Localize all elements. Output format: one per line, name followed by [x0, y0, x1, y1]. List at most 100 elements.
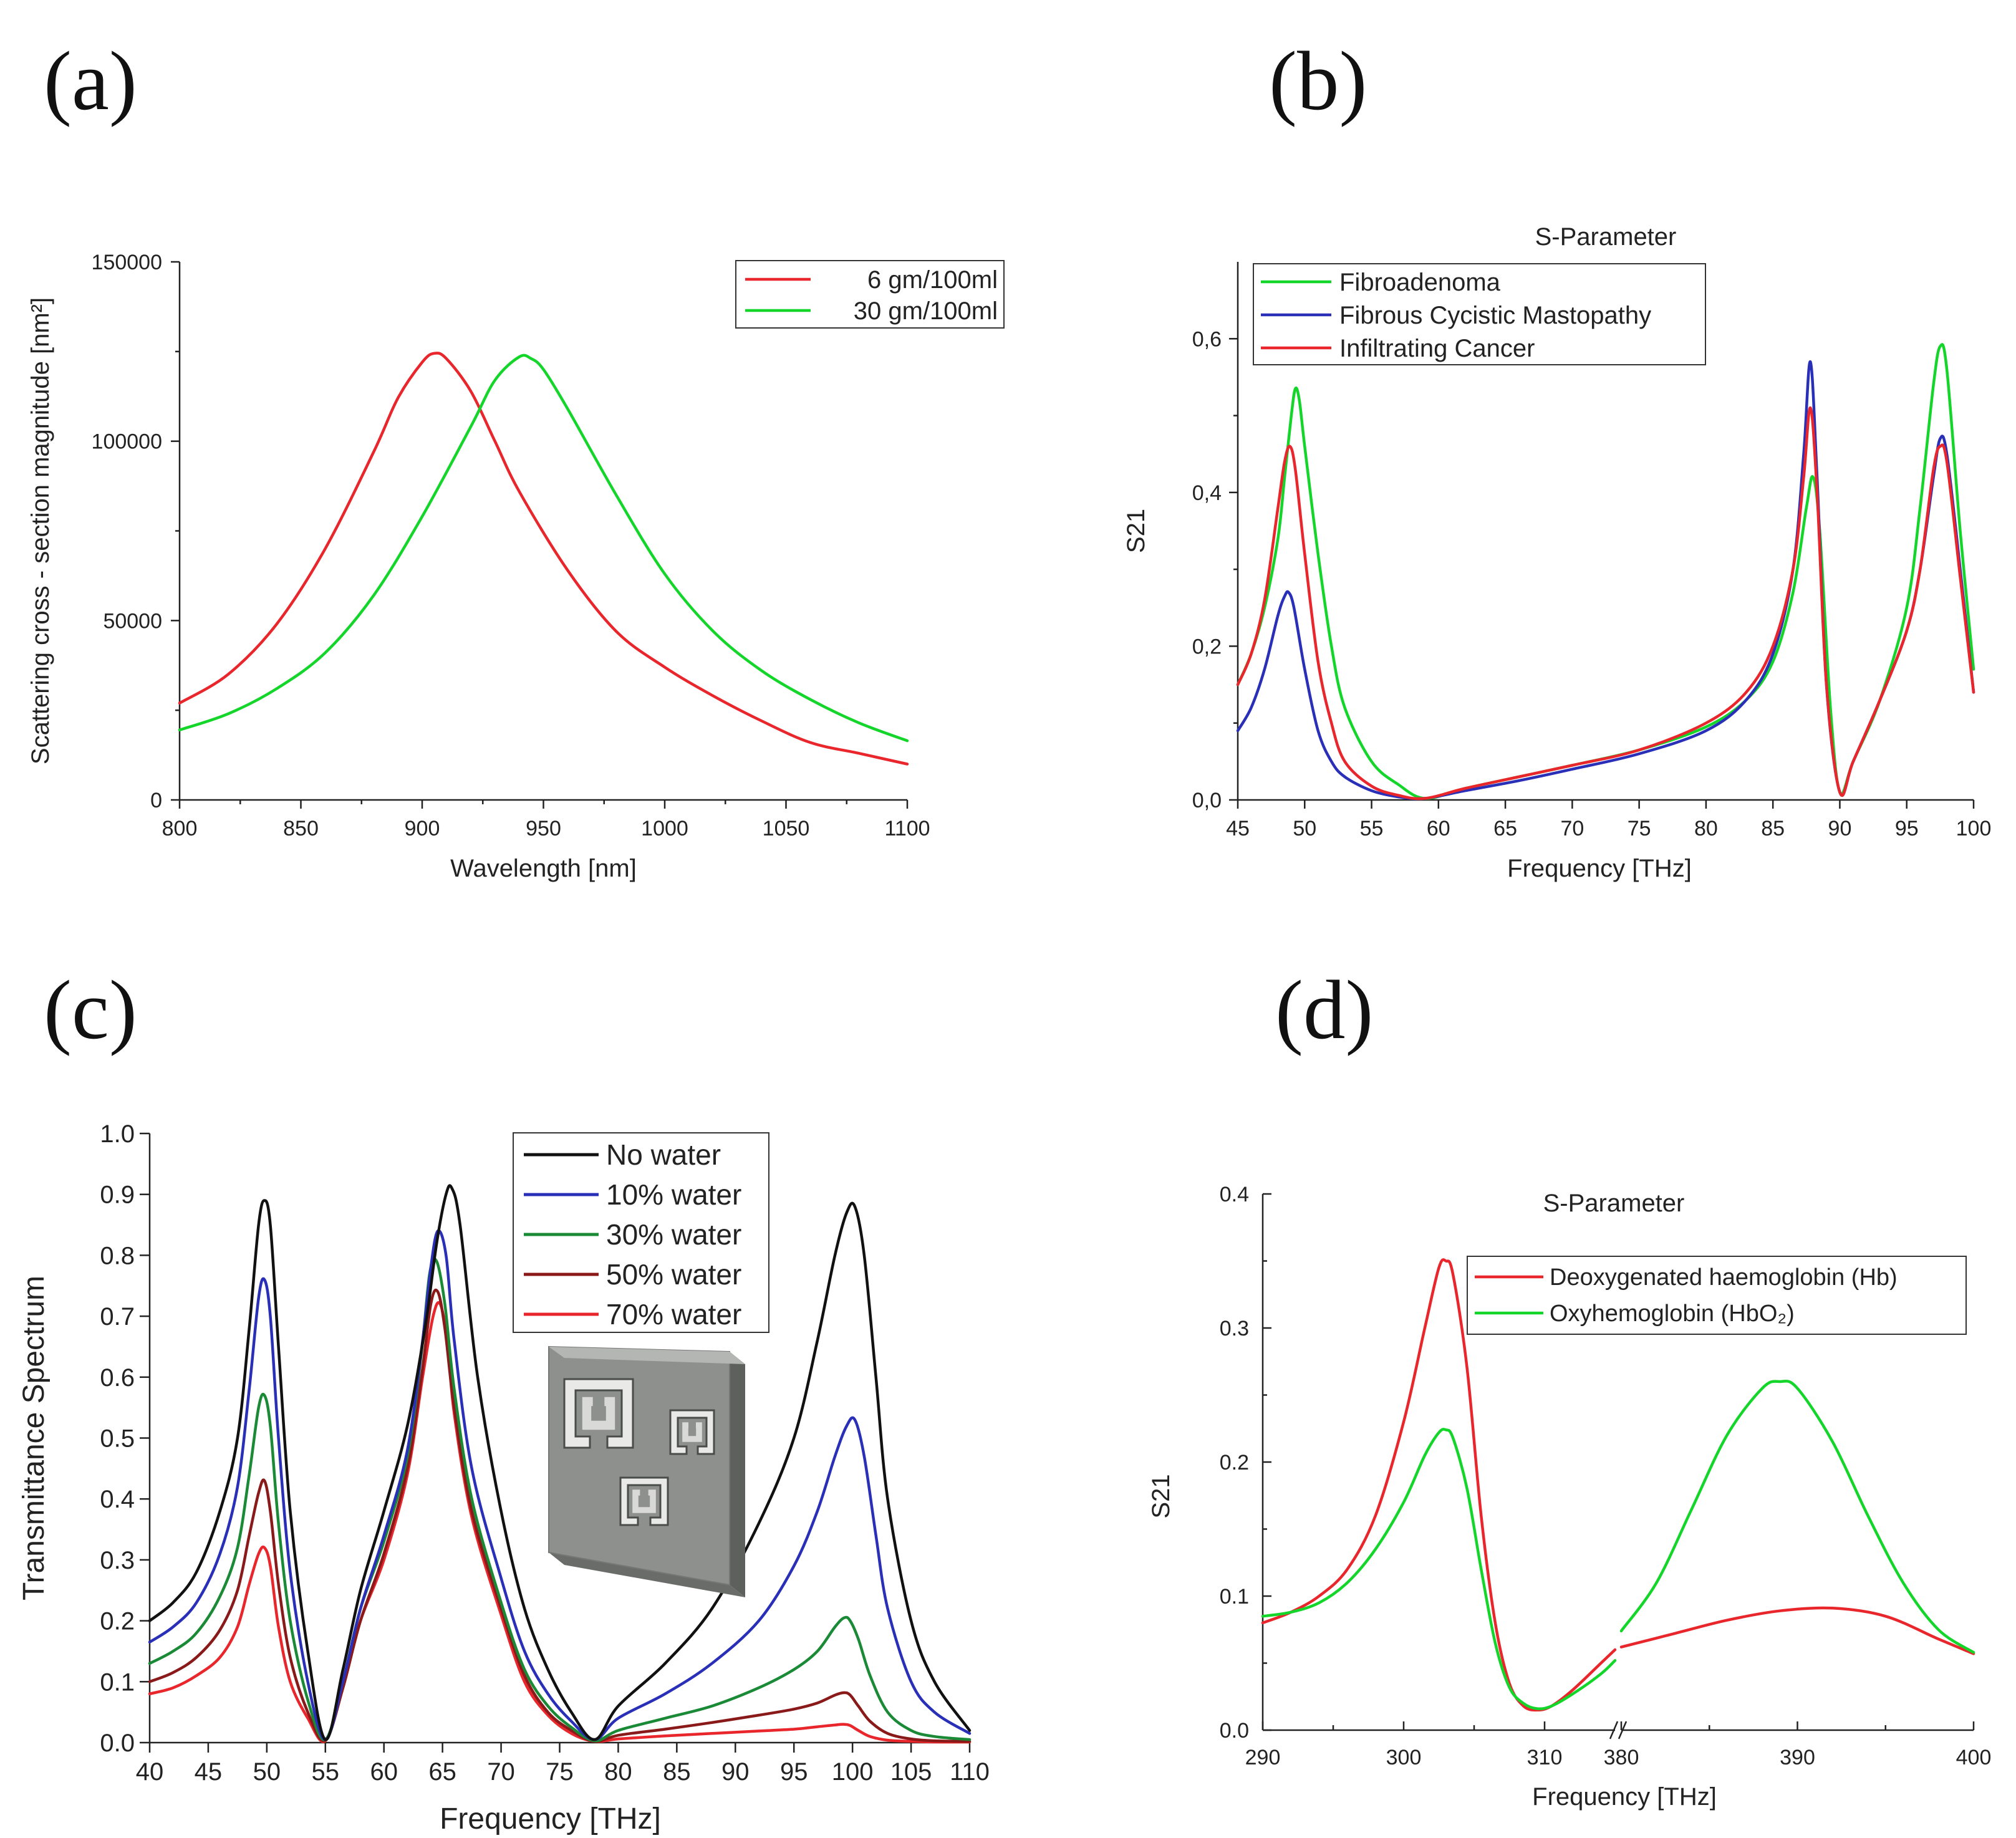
series-line-2	[148, 1229, 972, 1741]
y-tick-label: 0.8	[100, 1242, 135, 1269]
x-tick-label: 85	[1761, 817, 1785, 840]
y-axis-title: S21	[1147, 1474, 1175, 1518]
x-tick-label: 310	[1527, 1746, 1563, 1769]
y-tick-label: 0.5	[100, 1425, 135, 1453]
panel-letter-b: (b)	[1269, 35, 1367, 128]
y-axis-title: Transmittance Spectrum	[17, 1276, 51, 1600]
legend-label: 30 gm/100ml	[854, 297, 998, 325]
x-tick-label: 900	[405, 817, 440, 840]
ring-inner	[632, 1489, 656, 1513]
y-tick-label: 0.4	[1220, 1183, 1249, 1206]
series-line-3	[1236, 406, 1975, 801]
chart-c: 40 45 50 55 60 65 70 75 80 85 90 95 100 105 110 0.0 0.1 0…	[17, 1120, 990, 1836]
x-tick-label: 110	[950, 1758, 990, 1786]
x-tick-label: 850	[283, 817, 319, 840]
plate-bottom-face	[549, 1552, 745, 1597]
legend-label: 50% water	[606, 1258, 741, 1291]
y-tick-label: 0,4	[1192, 481, 1222, 505]
x-tick-label: 300	[1386, 1746, 1422, 1769]
x-tick-label: 390	[1780, 1746, 1815, 1769]
ring-outer	[563, 1378, 634, 1449]
x-tick-label: 95	[780, 1758, 808, 1786]
legend-label: Infiltrating Cancer	[1339, 335, 1535, 362]
x-tick-label: 70	[1560, 817, 1584, 840]
legend: Fibroadenoma Fibrous Cycistic Mastopathy I…	[1253, 263, 1706, 365]
x-tick-label: 80	[1694, 817, 1718, 840]
x-tick-label: 90	[1828, 817, 1852, 840]
chart-title: S-Parameter	[1543, 1190, 1685, 1217]
x-tick-label: 75	[1628, 817, 1651, 840]
y-tick-label: 0	[150, 789, 162, 812]
y-tick-label: 1.0	[100, 1120, 135, 1148]
axis-break-mark	[1618, 1721, 1628, 1739]
x-tick-label: 400	[1956, 1746, 1992, 1769]
y-tick-label: 0.1	[1220, 1585, 1249, 1609]
series-line-3	[148, 1258, 972, 1743]
panel-letter-d: (d)	[1275, 964, 1373, 1057]
series-line-2-segment-1	[1261, 1428, 1617, 1711]
x-tick-label: 70	[487, 1758, 515, 1786]
x-tick-label: 100	[832, 1758, 874, 1786]
split-ring-small-bottom	[619, 1476, 669, 1526]
y-tick-label: 50000	[103, 609, 162, 633]
series-line-2	[1236, 360, 1975, 801]
y-tick-label: 100000	[92, 430, 162, 454]
y-axis-title: S21	[1122, 509, 1150, 553]
x-tick-label: 1050	[763, 817, 810, 840]
legend-label: 10% water	[606, 1178, 741, 1211]
axis-break-mark	[1609, 1721, 1619, 1739]
x-tick-label: 85	[663, 1758, 691, 1786]
ring-inner	[582, 1397, 615, 1430]
series-line-1	[1236, 343, 1975, 800]
x-tick-label: 55	[312, 1758, 340, 1786]
y-tick-label: 0,2	[1192, 635, 1222, 658]
series-line-1-segment-2	[1619, 1606, 1975, 1655]
x-tick-label: 1100	[884, 817, 930, 840]
split-ring-large	[563, 1378, 634, 1449]
x-tick-label: 100	[1956, 817, 1992, 840]
chart-a: 800 850 900 950 1000 1050 1100 0 50000 100000 1500…	[27, 251, 1005, 882]
series-line-1	[178, 352, 909, 766]
x-tick-label: 800	[162, 817, 198, 840]
x-axis-title: Frequency [THz]	[1532, 1783, 1717, 1811]
y-tick-label: 0.0	[100, 1730, 135, 1757]
x-tick-label: 950	[526, 817, 561, 840]
x-tick-label: 1000	[641, 817, 688, 840]
chart-b: 45 50 55 60 65 70 75 80 85 90 95 100 0,0 0,2 0,4 0,6 Fre…	[1122, 223, 1991, 882]
series-line-2	[178, 354, 909, 743]
x-axis-title: Frequency [THz]	[440, 1802, 661, 1836]
plate-side-face	[730, 1352, 745, 1597]
split-ring-resonator-structure	[548, 1345, 745, 1597]
legend-label: 6 gm/100ml	[867, 266, 998, 294]
legend-box	[1467, 1256, 1967, 1335]
x-tick-label: 65	[1493, 817, 1517, 840]
panel-letter-c: (c)	[44, 964, 137, 1057]
x-tick-label: 65	[428, 1758, 456, 1786]
y-tick-label: 0.1	[100, 1668, 135, 1696]
y-tick-label: 0,0	[1192, 789, 1222, 812]
legend-label: 70% water	[606, 1298, 741, 1330]
x-axis-title: Frequency [THz]	[1507, 855, 1692, 882]
y-tick-label: 150000	[92, 251, 162, 274]
panel-letter-a: (a)	[44, 35, 137, 128]
legend: No water 10% water 30% water 50% water 70% w…	[513, 1132, 769, 1333]
y-tick-label: 0.7	[100, 1303, 135, 1330]
y-tick-label: 0.3	[100, 1547, 135, 1574]
x-tick-label: 45	[195, 1758, 223, 1786]
legend-label: Oxyhemoglobin (HbO₂)	[1550, 1301, 1795, 1327]
y-tick-label: 0,6	[1192, 327, 1222, 351]
plate-front-face	[548, 1345, 730, 1586]
legend-label: Fibroadenoma	[1339, 269, 1501, 296]
x-tick-label: 105	[890, 1758, 932, 1786]
ring-outer	[619, 1476, 669, 1526]
x-tick-label: 80	[604, 1758, 632, 1786]
x-axis-title: Wavelength [nm]	[450, 855, 637, 882]
ring-inner	[682, 1422, 702, 1442]
y-tick-label: 0.0	[1220, 1719, 1249, 1743]
y-axis-title: Scattering cross - section magnitude [nm…	[27, 297, 54, 764]
legend: 6 gm/100ml 30 gm/100ml	[735, 260, 1005, 329]
series-line-2-segment-2	[1619, 1379, 1975, 1654]
x-tick-label: 60	[1427, 817, 1450, 840]
chart-title: S-Parameter	[1535, 223, 1677, 251]
y-tick-label: 0.4	[100, 1486, 135, 1513]
